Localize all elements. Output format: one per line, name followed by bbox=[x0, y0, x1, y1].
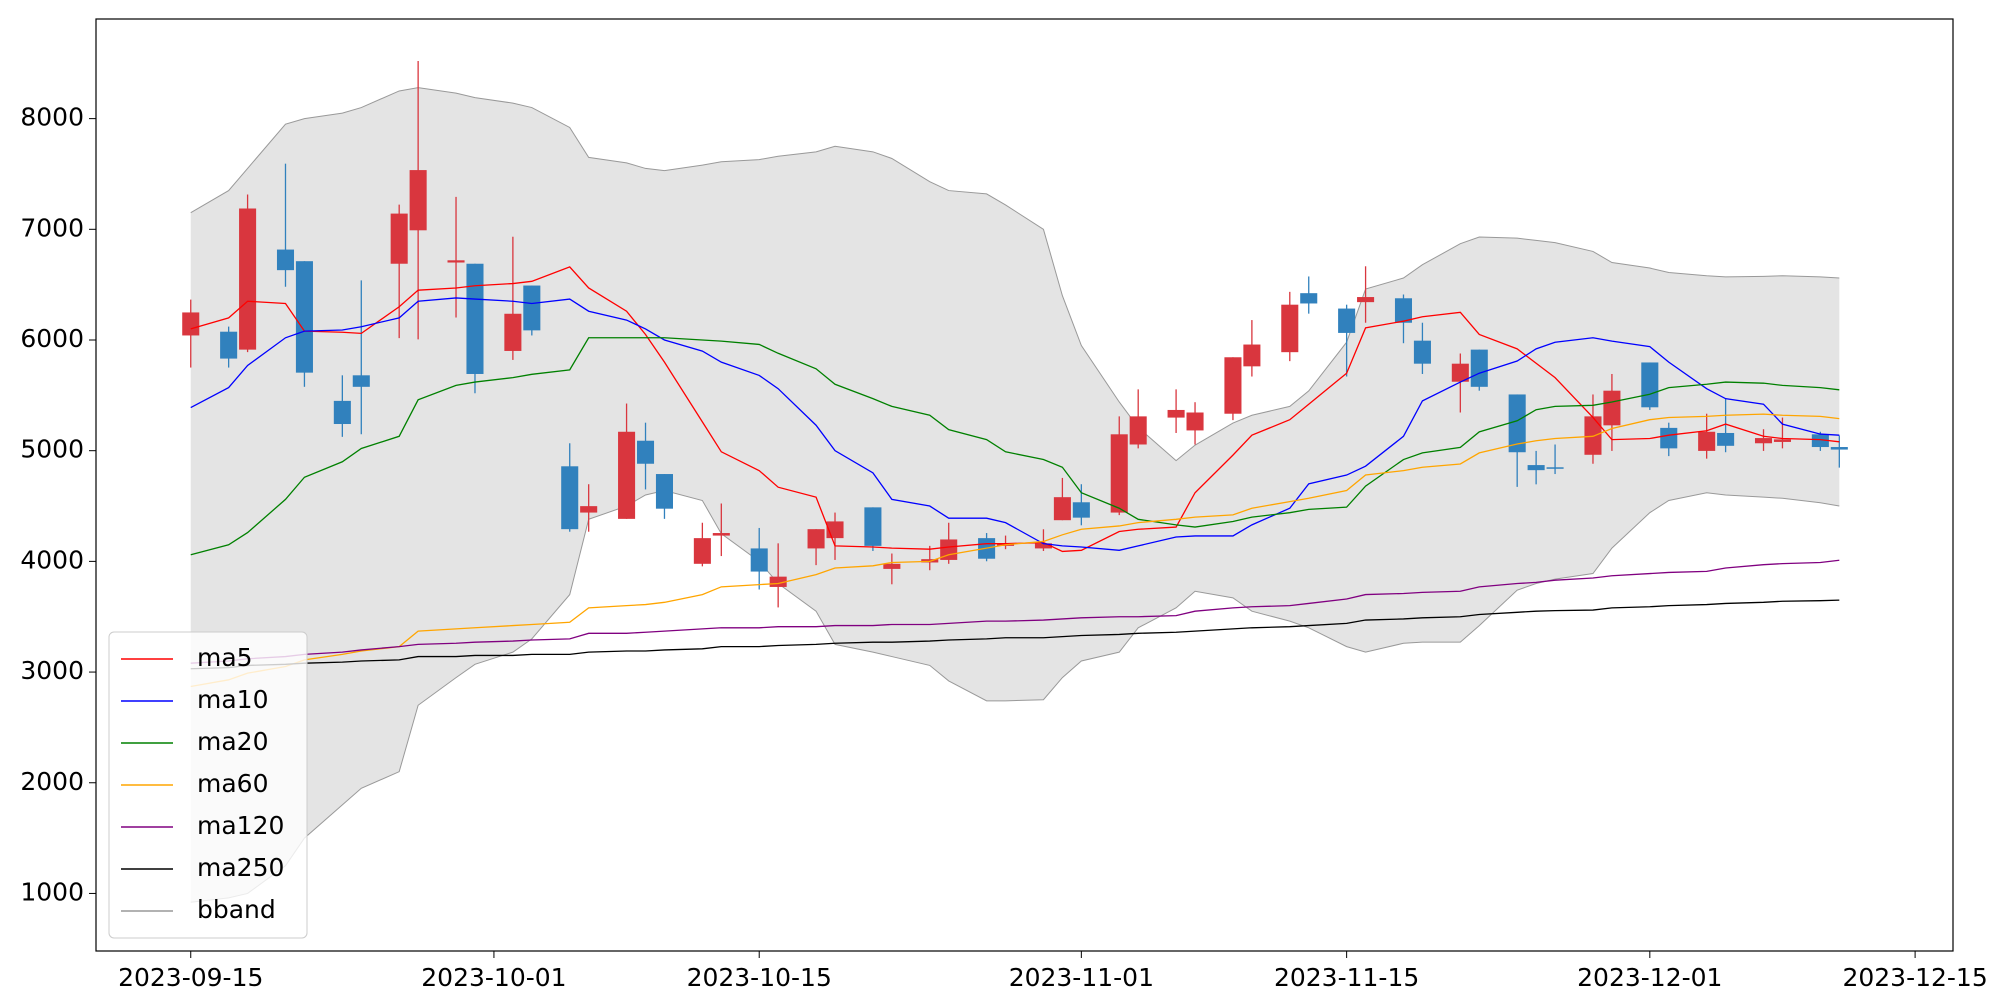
legend-label: ma60 bbox=[197, 769, 268, 798]
bband-area bbox=[190, 87, 1840, 903]
candle-body bbox=[352, 375, 370, 387]
candle-body bbox=[807, 529, 825, 549]
ma-line bbox=[190, 599, 1840, 670]
candle-body bbox=[1110, 434, 1128, 513]
y-tick-label: 2000 bbox=[20, 767, 84, 796]
legend-box bbox=[108, 631, 308, 939]
candle-body bbox=[864, 507, 882, 546]
candle-body bbox=[636, 440, 655, 464]
candle-body bbox=[618, 431, 636, 519]
candle-body bbox=[1243, 344, 1261, 367]
candle-body bbox=[504, 313, 522, 351]
candle-body bbox=[1186, 412, 1204, 431]
candle-body bbox=[1034, 543, 1052, 549]
candle-body bbox=[523, 285, 541, 331]
candle-body bbox=[1413, 340, 1431, 364]
candle-body bbox=[655, 474, 673, 509]
legend: ma5 ma10 ma20 ma60 ma120 ma250 bband bbox=[108, 631, 308, 939]
ma-line bbox=[190, 559, 1840, 664]
y-tick-label: 4000 bbox=[20, 545, 84, 574]
ma-line bbox=[190, 413, 1840, 688]
bband-upper bbox=[190, 87, 1840, 462]
candle-body bbox=[769, 576, 787, 587]
candle-body bbox=[409, 170, 427, 231]
legend-label: ma10 bbox=[197, 685, 268, 714]
candle-body bbox=[1698, 431, 1716, 451]
candle-body bbox=[1451, 363, 1469, 382]
candle-body bbox=[447, 260, 465, 263]
candle-body bbox=[1129, 416, 1147, 445]
candle-body bbox=[580, 506, 598, 513]
candle-body bbox=[1357, 297, 1375, 303]
candle-body bbox=[239, 208, 257, 350]
candle-body bbox=[1527, 465, 1545, 471]
candle-body bbox=[1811, 434, 1829, 448]
y-tick-label: 5000 bbox=[20, 435, 84, 464]
candle-body bbox=[1830, 447, 1848, 450]
candle-body bbox=[276, 249, 295, 271]
candle-body bbox=[295, 261, 313, 373]
candle-body bbox=[1546, 467, 1564, 469]
candle-body bbox=[693, 538, 711, 564]
x-tick-label: 2023-12-01 bbox=[1577, 963, 1722, 992]
candle-body bbox=[1508, 394, 1526, 453]
candle-body bbox=[1167, 409, 1185, 418]
x-tick-label: 2023-09-15 bbox=[118, 963, 263, 992]
legend-label: ma120 bbox=[197, 811, 284, 840]
y-tick-label: 3000 bbox=[20, 656, 84, 685]
candle-body bbox=[1754, 438, 1773, 444]
y-tick-label: 6000 bbox=[20, 324, 84, 353]
x-tick-label: 2023-10-15 bbox=[687, 963, 832, 992]
candle-body bbox=[1072, 502, 1090, 518]
x-tick-label: 2023-12-15 bbox=[1842, 963, 1987, 992]
candle-body bbox=[182, 312, 200, 336]
candle-body bbox=[883, 563, 901, 569]
y-tick-label: 1000 bbox=[20, 877, 84, 906]
candle-body bbox=[1773, 439, 1791, 442]
candle-body bbox=[390, 213, 408, 264]
candle-body bbox=[1394, 298, 1413, 323]
candle-body bbox=[561, 466, 579, 530]
candle-body bbox=[333, 400, 351, 425]
candle-body bbox=[1470, 349, 1488, 387]
candle-body bbox=[1053, 497, 1071, 521]
candle-body bbox=[1338, 308, 1356, 333]
x-tick-label: 2023-10-01 bbox=[421, 963, 566, 992]
ma-line bbox=[190, 297, 1840, 551]
y-tick-label: 7000 bbox=[20, 213, 84, 242]
candle-body bbox=[466, 263, 484, 374]
y-tick-label: 8000 bbox=[20, 103, 84, 132]
candle-body bbox=[750, 548, 768, 572]
bband-lower bbox=[190, 490, 1840, 903]
x-tick-label: 2023-11-01 bbox=[1009, 963, 1154, 992]
candle-body bbox=[712, 533, 730, 536]
candle-body bbox=[1603, 390, 1621, 426]
candle-body bbox=[1717, 432, 1735, 446]
ma-line bbox=[190, 337, 1840, 556]
candle-body bbox=[1281, 304, 1299, 353]
candle-body bbox=[940, 539, 958, 560]
candle-body bbox=[1660, 427, 1678, 449]
candle-body bbox=[1224, 357, 1242, 414]
x-tick-label: 2023-11-15 bbox=[1274, 963, 1419, 992]
candle-body bbox=[1584, 416, 1602, 455]
legend-label: ma5 bbox=[197, 643, 253, 672]
legend-label: bband bbox=[197, 895, 276, 924]
plot-frame bbox=[95, 18, 1954, 952]
candle-body bbox=[1300, 293, 1318, 304]
candle-body bbox=[220, 331, 238, 359]
legend-label: ma250 bbox=[197, 853, 284, 882]
legend-label: ma20 bbox=[197, 727, 268, 756]
candle-body bbox=[1641, 362, 1659, 408]
